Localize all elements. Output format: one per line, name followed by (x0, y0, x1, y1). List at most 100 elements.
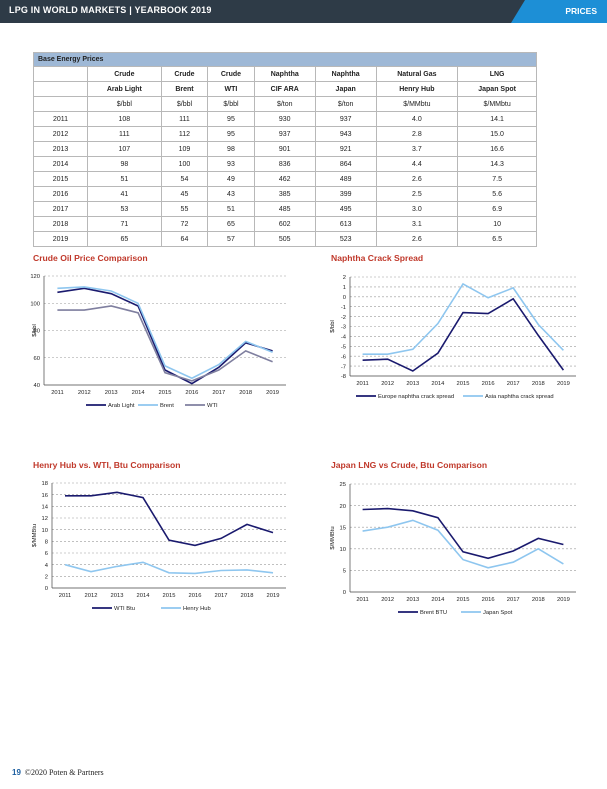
legend-label: Brent (160, 403, 174, 409)
column-header: $/MMbtu (457, 96, 537, 112)
table-cell: 108 (87, 111, 162, 127)
table-cell: 485 (253, 201, 316, 217)
table-cell: 49 (207, 171, 255, 187)
table-cell: 43 (207, 186, 255, 202)
series-line-0 (362, 507, 564, 560)
y-tick-label: 0 (343, 590, 346, 596)
row-year: 2012 (33, 126, 88, 142)
series-line-1 (362, 519, 564, 569)
table-cell: 2.6 (375, 231, 459, 247)
table-cell: 41 (87, 186, 162, 202)
table-cell: 523 (314, 231, 377, 247)
series-line-0 (65, 491, 274, 547)
table-row: 2011 108 111 95 930 937 4.0 14.1 (33, 111, 537, 127)
table-cell: 2.8 (375, 126, 459, 142)
x-tick-label: 2011 (356, 381, 368, 387)
x-tick-label: 2018 (532, 381, 545, 387)
y-tick-label: 12 (42, 516, 48, 522)
y-tick-label: 1 (343, 285, 346, 291)
series-line-1 (57, 286, 273, 380)
table-cell: 613 (314, 216, 377, 232)
y-tick-label: 14 (42, 505, 49, 511)
y-tick-label: 16 (42, 493, 48, 499)
x-tick-label: 2015 (457, 597, 470, 603)
publication-title: LPG IN WORLD MARKETS | YEARBOOK 2019 (9, 5, 212, 15)
table-cell: 864 (314, 156, 377, 172)
table-cell: 55 (160, 201, 209, 217)
table-cell: 943 (314, 126, 377, 142)
row-year: 2014 (33, 156, 88, 172)
column-header: Naphtha (253, 66, 316, 82)
table-row: 2012 111 112 95 937 943 2.8 15.0 (33, 126, 537, 142)
x-tick-label: 2016 (482, 597, 495, 603)
header-blank (33, 96, 88, 112)
table-cell: 7.5 (457, 171, 537, 187)
row-year: 2016 (33, 186, 88, 202)
x-tick-label: 2015 (457, 381, 470, 387)
legend-label: Europe naphtha crack spread (378, 394, 454, 400)
table-row: 2018 71 72 65 602 613 3.1 10 (33, 216, 537, 232)
x-tick-label: 2019 (557, 381, 570, 387)
y-tick-label: 10 (42, 528, 48, 534)
table-cell: 836 (253, 156, 316, 172)
y-axis-label: $/MMBtu (32, 524, 38, 547)
table-cell: 399 (314, 186, 377, 202)
table-cell: 51 (207, 201, 255, 217)
table-cell: 3.0 (375, 201, 459, 217)
y-tick-label: 100 (30, 301, 40, 307)
header-blank (33, 66, 88, 82)
table-row: 2014 98 100 93 836 864 4.4 14.3 (33, 156, 537, 172)
column-header: Naphtha (314, 66, 377, 82)
table-subheader-row: Arab Light Brent WTI CIF ARA Japan Henry Hub J… (33, 81, 537, 97)
table-cell: 937 (314, 111, 377, 127)
y-axis-label: $/bbl (330, 320, 336, 333)
x-tick-label: 2011 (51, 390, 63, 396)
x-tick-label: 2018 (239, 390, 252, 396)
y-axis-label: $/bbl (32, 324, 38, 337)
y-tick-label: 20 (340, 504, 346, 510)
chart-title-naphtha: Naphtha Crack Spread (331, 253, 424, 263)
table-cell: 14.1 (457, 111, 537, 127)
table-row: 2016 41 45 43 385 399 2.5 5.6 (33, 186, 537, 202)
x-tick-label: 2011 (356, 597, 368, 603)
y-tick-label: 6 (45, 551, 48, 557)
table-caption-row: Base Energy Prices (33, 52, 537, 67)
y-tick-label: 10 (340, 547, 346, 553)
table-cell: 107 (87, 141, 162, 157)
table-cell: 16.6 (457, 141, 537, 157)
column-header: $/bbl (87, 96, 162, 112)
legend-label: WTI (207, 403, 218, 409)
y-tick-label: -1 (341, 305, 346, 311)
y-tick-label: 2 (45, 575, 48, 581)
table-cell: 385 (253, 186, 316, 202)
table-cell: 489 (314, 171, 377, 187)
x-tick-label: 2012 (381, 597, 394, 603)
copyright: ©2020 Poten & Partners (24, 768, 104, 777)
table-cell: 64 (160, 231, 209, 247)
series-line-2 (57, 305, 273, 382)
legend-label: Asia naphtha crack spread (485, 394, 554, 400)
column-header: Natural Gas (375, 66, 459, 82)
row-year: 2015 (33, 171, 88, 187)
x-tick-label: 2013 (111, 593, 124, 599)
y-tick-label: -5 (341, 345, 346, 351)
series-line-1 (362, 282, 564, 355)
x-tick-label: 2017 (215, 593, 228, 599)
table-cell: 65 (87, 231, 162, 247)
table-cell: 2.5 (375, 186, 459, 202)
table-cell: 98 (207, 141, 255, 157)
table-row: 2013 107 109 98 901 921 3.7 16.6 (33, 141, 537, 157)
x-tick-label: 2018 (532, 597, 545, 603)
table-cell: 109 (160, 141, 209, 157)
row-year: 2013 (33, 141, 88, 157)
table-cell: 71 (87, 216, 162, 232)
x-tick-label: 2019 (267, 593, 280, 599)
column-header: $/ton (314, 96, 377, 112)
table-cell: 112 (160, 126, 209, 142)
japan-lng-chart: 0 5 10 15 20 25 2011 2012 2013 2014 2015 2016 2017 20… (330, 482, 576, 616)
series-line-0 (57, 287, 273, 385)
table-header-row: Crude Crude Crude Naphtha Naphtha Natural Gas… (33, 66, 537, 82)
y-tick-label: 60 (34, 356, 40, 362)
table-cell: 54 (160, 171, 209, 187)
column-header: Japan (314, 81, 377, 97)
